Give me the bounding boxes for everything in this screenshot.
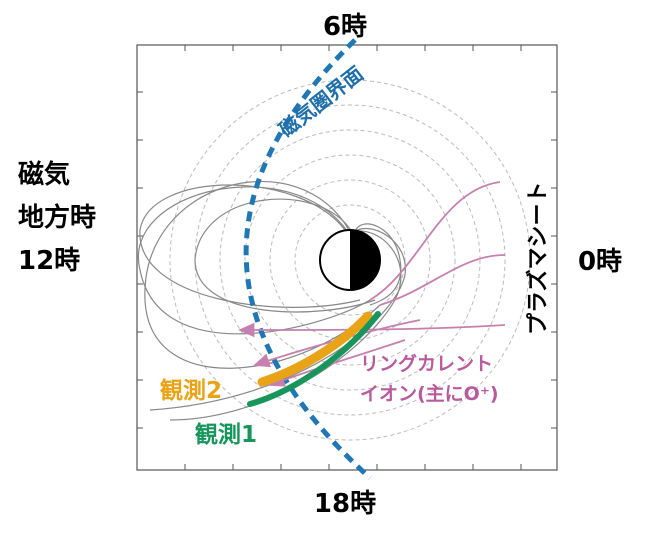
magnetopause-line <box>243 38 372 480</box>
label-0h: 0時 <box>578 247 622 277</box>
label-6h: 6時 <box>323 12 367 42</box>
field-lines <box>137 181 406 421</box>
earth <box>319 229 381 291</box>
label-18h: 18時 <box>314 489 376 519</box>
orbit-1 <box>247 311 381 407</box>
plasma-sheet-lines <box>238 181 506 387</box>
observation-1-label: 観測1 <box>195 421 257 448</box>
label-left: 磁気 <box>18 159 70 190</box>
observation-2-label: 観測2 <box>160 377 222 404</box>
label-left: 地方時 <box>18 202 96 233</box>
orbit-2 <box>257 311 373 387</box>
ring-current-label: イオン(主にO⁺) <box>360 383 499 405</box>
ring-current-label: リングカレント <box>360 352 493 375</box>
label-left: 12時 <box>18 246 80 276</box>
plasma-sheet-label: プラズマシート <box>525 181 551 335</box>
